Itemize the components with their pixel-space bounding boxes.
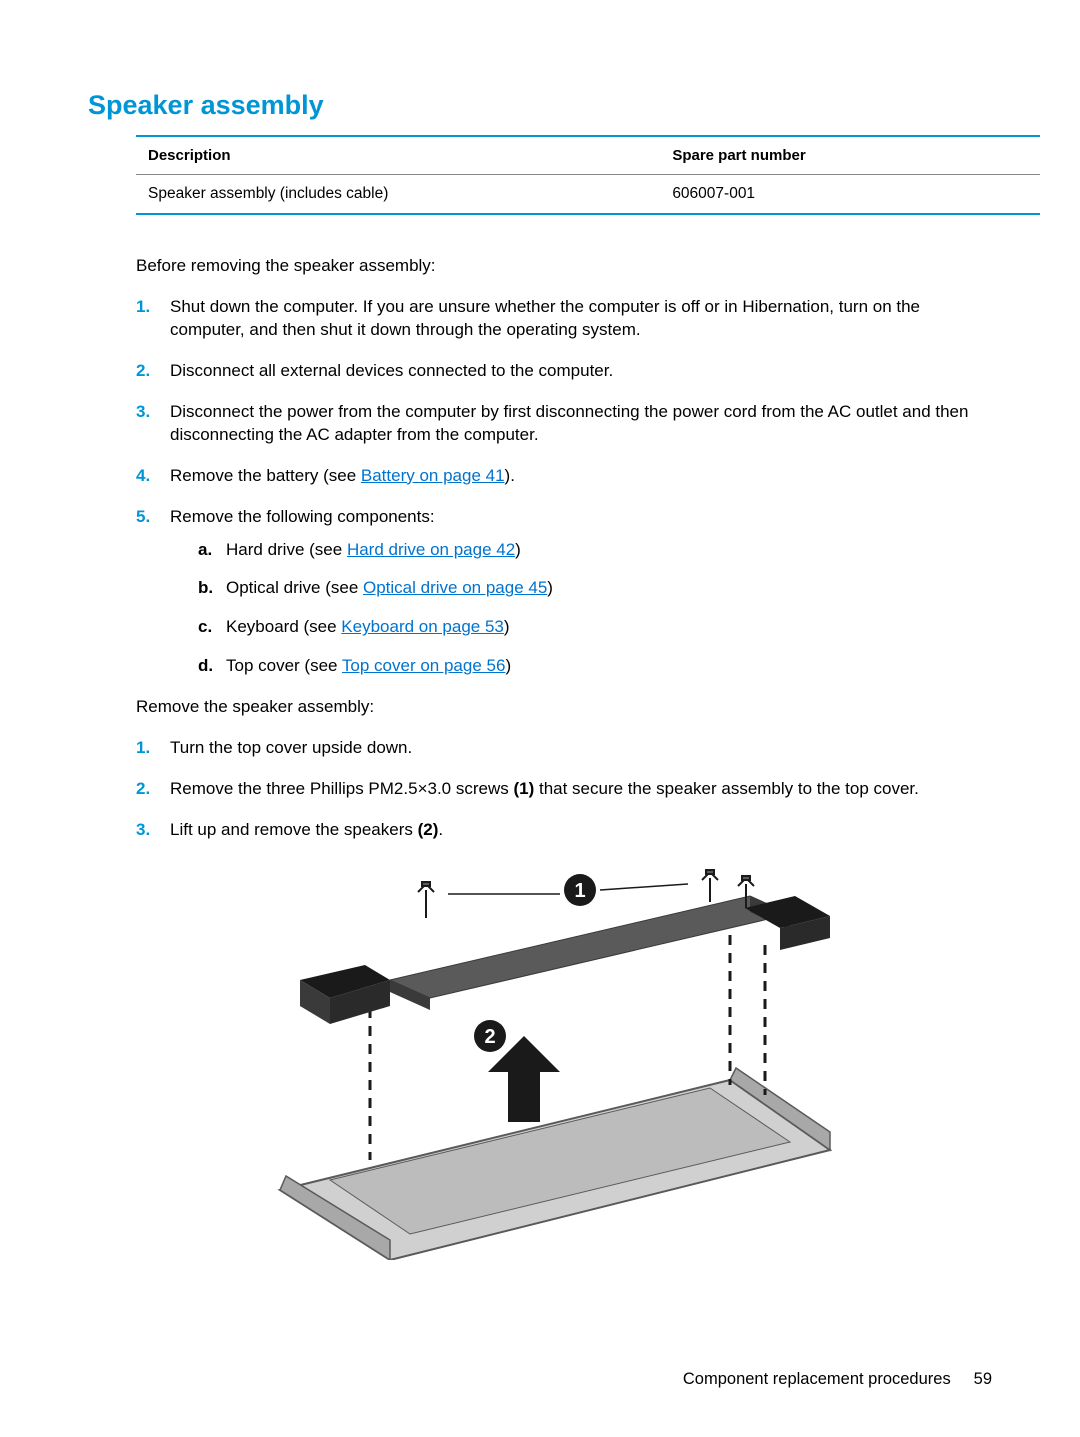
illustration-callout-1: 1 [564,874,596,906]
list-item: Lift up and remove the speakers (2). [136,819,992,842]
list-item: Remove the battery (see Battery on page … [136,465,992,488]
callout-ref: (2) [418,820,439,839]
speaker-assembly-illustration: 1 2 [190,860,890,1260]
list-item: Hard drive (see Hard drive on page 42) [198,539,992,562]
step-text: ) [504,617,510,636]
list-item: Turn the top cover upside down. [136,737,992,760]
list-item: Keyboard (see Keyboard on page 53) [198,616,992,639]
spare-parts-table: Description Spare part number Speaker as… [136,135,1040,215]
step-text: Keyboard (see [226,617,341,636]
step-text: Optical drive (see [226,578,363,597]
xref-battery[interactable]: Battery on page 41 [361,466,505,485]
intro-text-1: Before removing the speaker assembly: [136,255,992,278]
list-item: Remove the following components: Hard dr… [136,506,992,679]
step-text: ) [515,540,521,559]
removal-steps: Turn the top cover upside down. Remove t… [136,737,992,842]
step-text: ) [505,656,511,675]
illustration-base-cover [280,1068,830,1260]
page-footer: Component replacement procedures 59 [683,1370,992,1389]
list-item: Shut down the computer. If you are unsur… [136,296,992,342]
list-item: Remove the three Phillips PM2.5×3.0 scre… [136,778,992,801]
list-item: Disconnect the power from the computer b… [136,401,992,447]
list-item: Optical drive (see Optical drive on page… [198,577,992,600]
callout-1-label: 1 [574,880,585,902]
table-row: Speaker assembly (includes cable) 606007… [136,175,1040,215]
table-header-spare-part-number: Spare part number [660,136,1040,175]
step-text: Remove the following components: [170,507,435,526]
step-text: Hard drive (see [226,540,347,559]
intro-text-2: Remove the speaker assembly: [136,696,992,719]
xref-optical-drive[interactable]: Optical drive on page 45 [363,578,547,597]
step-text: Remove the battery (see [170,466,361,485]
sub-components-list: Hard drive (see Hard drive on page 42) O… [198,539,992,679]
footer-page-number: 59 [974,1370,992,1388]
illustration-callout-2: 2 [474,1020,506,1052]
xref-hard-drive[interactable]: Hard drive on page 42 [347,540,515,559]
table-header-description: Description [136,136,660,175]
step-text: ) [547,578,553,597]
step-text: Top cover (see [226,656,342,675]
document-page: Speaker assembly Description Spare part … [0,0,1080,1437]
illustration-speaker-bar [300,896,830,1024]
footer-section-label: Component replacement procedures [683,1370,951,1388]
callout-ref: (1) [513,779,534,798]
list-item: Disconnect all external devices connecte… [136,360,992,383]
step-text: . [438,820,443,839]
table-cell-description: Speaker assembly (includes cable) [136,175,660,215]
section-heading: Speaker assembly [88,90,992,121]
xref-top-cover[interactable]: Top cover on page 56 [342,656,506,675]
step-text: ). [505,466,515,485]
step-text: that secure the speaker assembly to the … [534,779,919,798]
step-text: Lift up and remove the speakers [170,820,418,839]
step-text: Remove the three Phillips PM2.5×3.0 scre… [170,779,513,798]
table-cell-spn: 606007-001 [660,175,1040,215]
pre-removal-steps: Shut down the computer. If you are unsur… [136,296,992,678]
xref-keyboard[interactable]: Keyboard on page 53 [341,617,504,636]
list-item: Top cover (see Top cover on page 56) [198,655,992,678]
callout-2-label: 2 [484,1026,495,1048]
